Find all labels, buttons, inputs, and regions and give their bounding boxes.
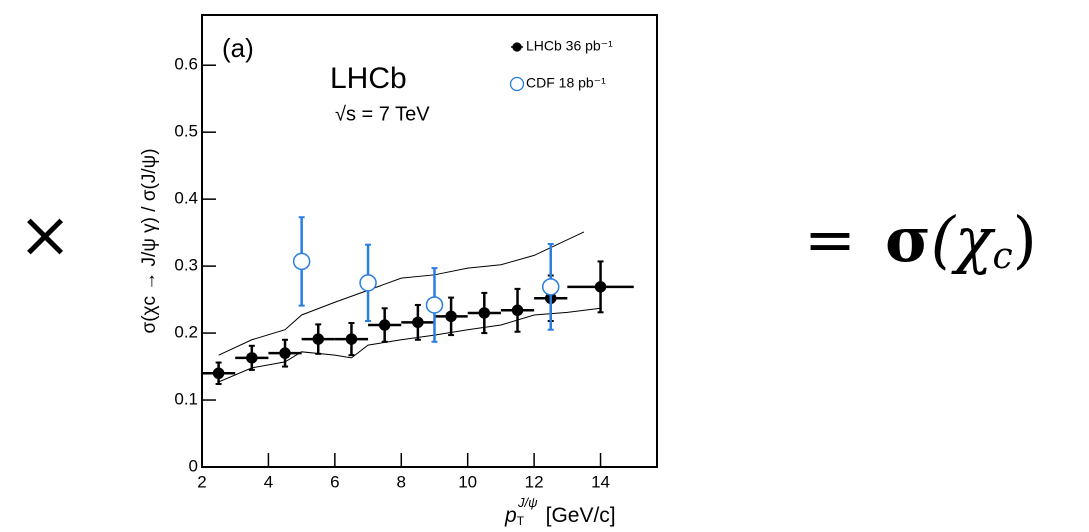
y-tick-label: 0.6 <box>174 55 198 74</box>
x-tick-label: 12 <box>525 472 544 491</box>
equals: = <box>804 203 856 276</box>
x-tick-label: 6 <box>330 472 339 491</box>
data-point <box>594 281 607 293</box>
result-part: σ <box>885 203 931 276</box>
chart-title: LHCb <box>330 62 407 95</box>
x-tick-label: 10 <box>458 472 477 491</box>
x-tick-label: 8 <box>397 472 406 491</box>
x-label-part: T <box>517 514 525 528</box>
data-point <box>345 333 358 345</box>
band-line <box>218 307 601 383</box>
data-point <box>541 278 560 296</box>
band-line <box>218 231 585 356</box>
data-point <box>511 304 524 317</box>
x-tick-label: 4 <box>264 472 273 491</box>
data-point <box>312 333 324 345</box>
data-point <box>425 296 444 314</box>
data-point <box>212 367 225 380</box>
data-point <box>246 352 258 364</box>
y-tick-label: 0 <box>189 456 198 475</box>
data-point <box>478 307 491 319</box>
result-part: (χ <box>931 203 996 276</box>
data-point <box>378 319 391 331</box>
legend-label: LHCb 36 pb⁻¹ <box>526 38 613 54</box>
x-label-part: p <box>504 504 517 527</box>
data-point <box>359 274 377 292</box>
result: σ(χc) <box>885 203 1037 277</box>
y-tick-label: 0.3 <box>174 256 198 275</box>
result-part: ) <box>1013 203 1037 276</box>
panel-label: (a) <box>222 33 254 63</box>
chart-subtitle: √s = 7 TeV <box>335 103 430 125</box>
x-axis-label: pT J/ψ [GeV/c] <box>504 495 616 528</box>
legend-marker <box>512 42 522 52</box>
data-point <box>279 347 291 359</box>
x-label-part: J/ψ <box>517 495 538 510</box>
x-label-part: [GeV/c] <box>546 504 616 527</box>
x-tick-label: 2 <box>197 472 206 491</box>
y-tick-label: 0.1 <box>174 390 198 409</box>
y-axis-label: σ(χc → J/ψ γ) / σ(J/ψ) <box>139 148 160 333</box>
x-tick-label: 14 <box>591 472 610 491</box>
y-tick-label: 0.5 <box>174 122 198 141</box>
result-part: c <box>992 236 1012 277</box>
data-point <box>292 252 311 271</box>
operator: × <box>18 199 72 273</box>
y-tick-label: 0.4 <box>174 189 198 208</box>
legend-marker <box>509 76 525 92</box>
legend-label: CDF 18 pb⁻¹ <box>526 75 606 91</box>
data-point <box>445 310 457 323</box>
plot-frame <box>201 14 658 468</box>
y-tick-label: 0.2 <box>174 323 198 342</box>
data-point <box>412 316 424 329</box>
